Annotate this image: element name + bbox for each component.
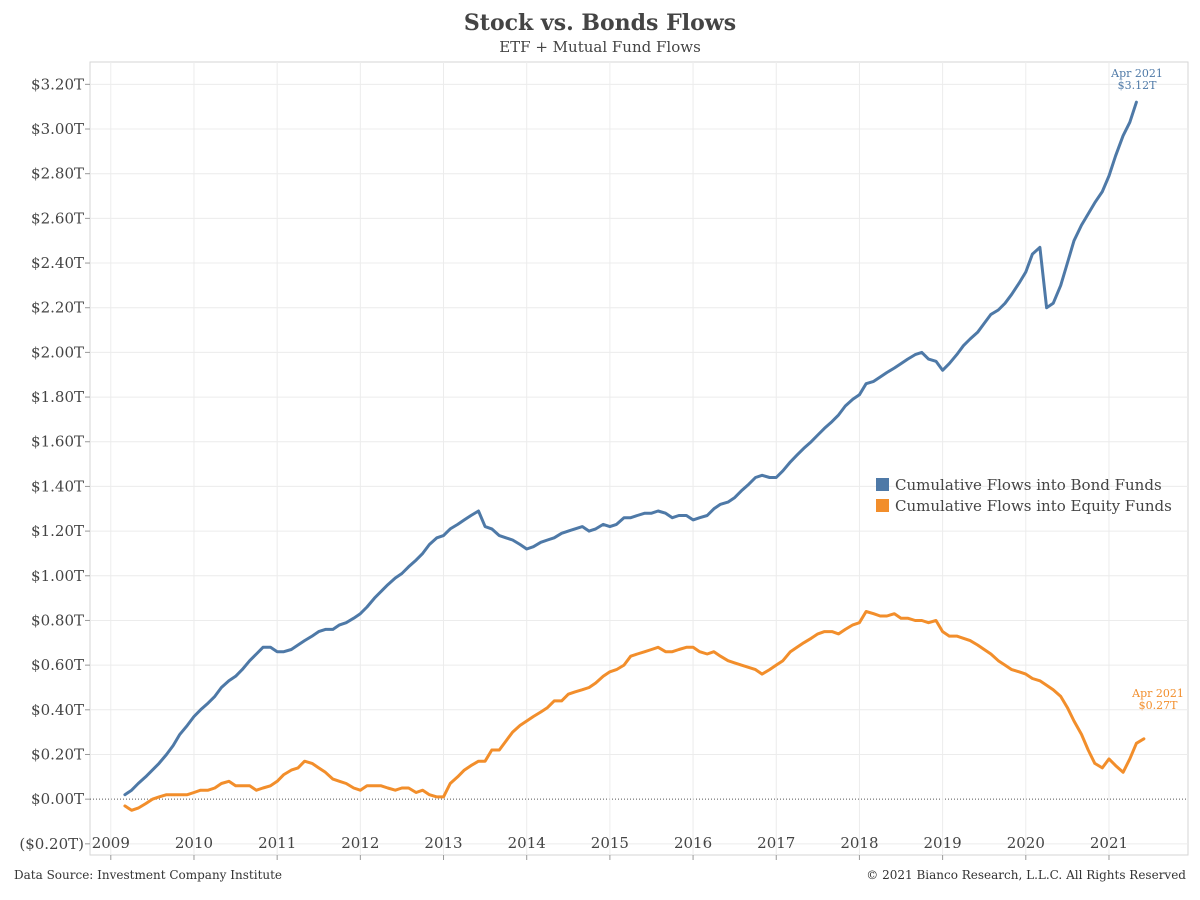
equity-end-date: Apr 2021 [1132,687,1184,700]
bond-flows-line [123,100,1138,797]
x-tick-label: 2015 [591,834,629,852]
y-tick-label: $1.20T [31,522,84,540]
y-tick-label: $3.00T [31,120,84,138]
y-tick-label: $1.00T [31,567,84,585]
legend-swatch-bond [876,478,889,491]
x-tick-label: 2018 [840,834,878,852]
x-tick-label: 2012 [341,834,379,852]
copyright-note: © 2021 Bianco Research, L.L.C. All Right… [866,868,1186,882]
x-tick-label: 2017 [757,834,795,852]
y-tick-label: $1.80T [31,388,84,406]
data-source-note: Data Source: Investment Company Institut… [14,868,283,882]
bond-end-annotation: Apr 2021 $3.12T [1108,68,1166,92]
x-tick-label: 2013 [424,834,462,852]
y-tick-label: $0.40T [31,701,84,719]
axes: $3.20T $3.00T $2.80T $2.60T $2.40T $2.20T $2.0… [19,75,1128,852]
x-tick-label: 2011 [258,834,296,852]
legend-label-equity: Cumulative Flows into Equity Funds [895,496,1172,515]
legend-item-bond: Cumulative Flows into Bond Funds [876,474,1172,495]
y-tick-label: $2.80T [31,165,84,183]
y-tick-label: $0.60T [31,656,84,674]
equity-flows-line [123,610,1146,812]
legend-label-bond: Cumulative Flows into Bond Funds [895,475,1162,494]
series-lines [123,100,1146,812]
legend-swatch-equity [876,499,889,512]
x-tick-label: 2014 [508,834,546,852]
y-tick-label: ($0.20T) [19,835,84,853]
y-tick-label: $2.20T [31,299,84,317]
plot-frame [89,61,1189,856]
y-tick-label: $2.00T [31,343,84,361]
x-tick-label: 2009 [92,834,130,852]
bond-end-value: $3.12T [1117,79,1157,92]
x-tick-label: 2021 [1090,834,1128,852]
bond-end-date: Apr 2021 [1111,67,1163,80]
y-tick-label: $2.40T [31,254,84,272]
equity-end-annotation: Apr 2021 $0.27T [1129,688,1187,712]
y-tick-label: $1.60T [31,433,84,451]
grid-lines [85,61,1189,860]
x-tick-label: 2010 [175,834,213,852]
equity-end-value: $0.27T [1138,699,1178,712]
x-tick-label: 2019 [924,834,962,852]
chart-subtitle: ETF + Mutual Fund Flows [499,38,701,56]
legend-item-equity: Cumulative Flows into Equity Funds [876,495,1172,516]
y-tick-label: $0.20T [31,745,84,763]
y-tick-label: $0.00T [31,790,84,808]
y-tick-label: $3.20T [31,75,84,93]
y-tick-label: $0.80T [31,611,84,629]
y-tick-label: $2.60T [31,209,84,227]
legend: Cumulative Flows into Bond Funds Cumulat… [876,474,1172,516]
y-tick-label: $1.40T [31,477,84,495]
x-tick-label: 2020 [1007,834,1045,852]
x-tick-label: 2016 [674,834,712,852]
chart-title: Stock vs. Bonds Flows [463,10,737,36]
